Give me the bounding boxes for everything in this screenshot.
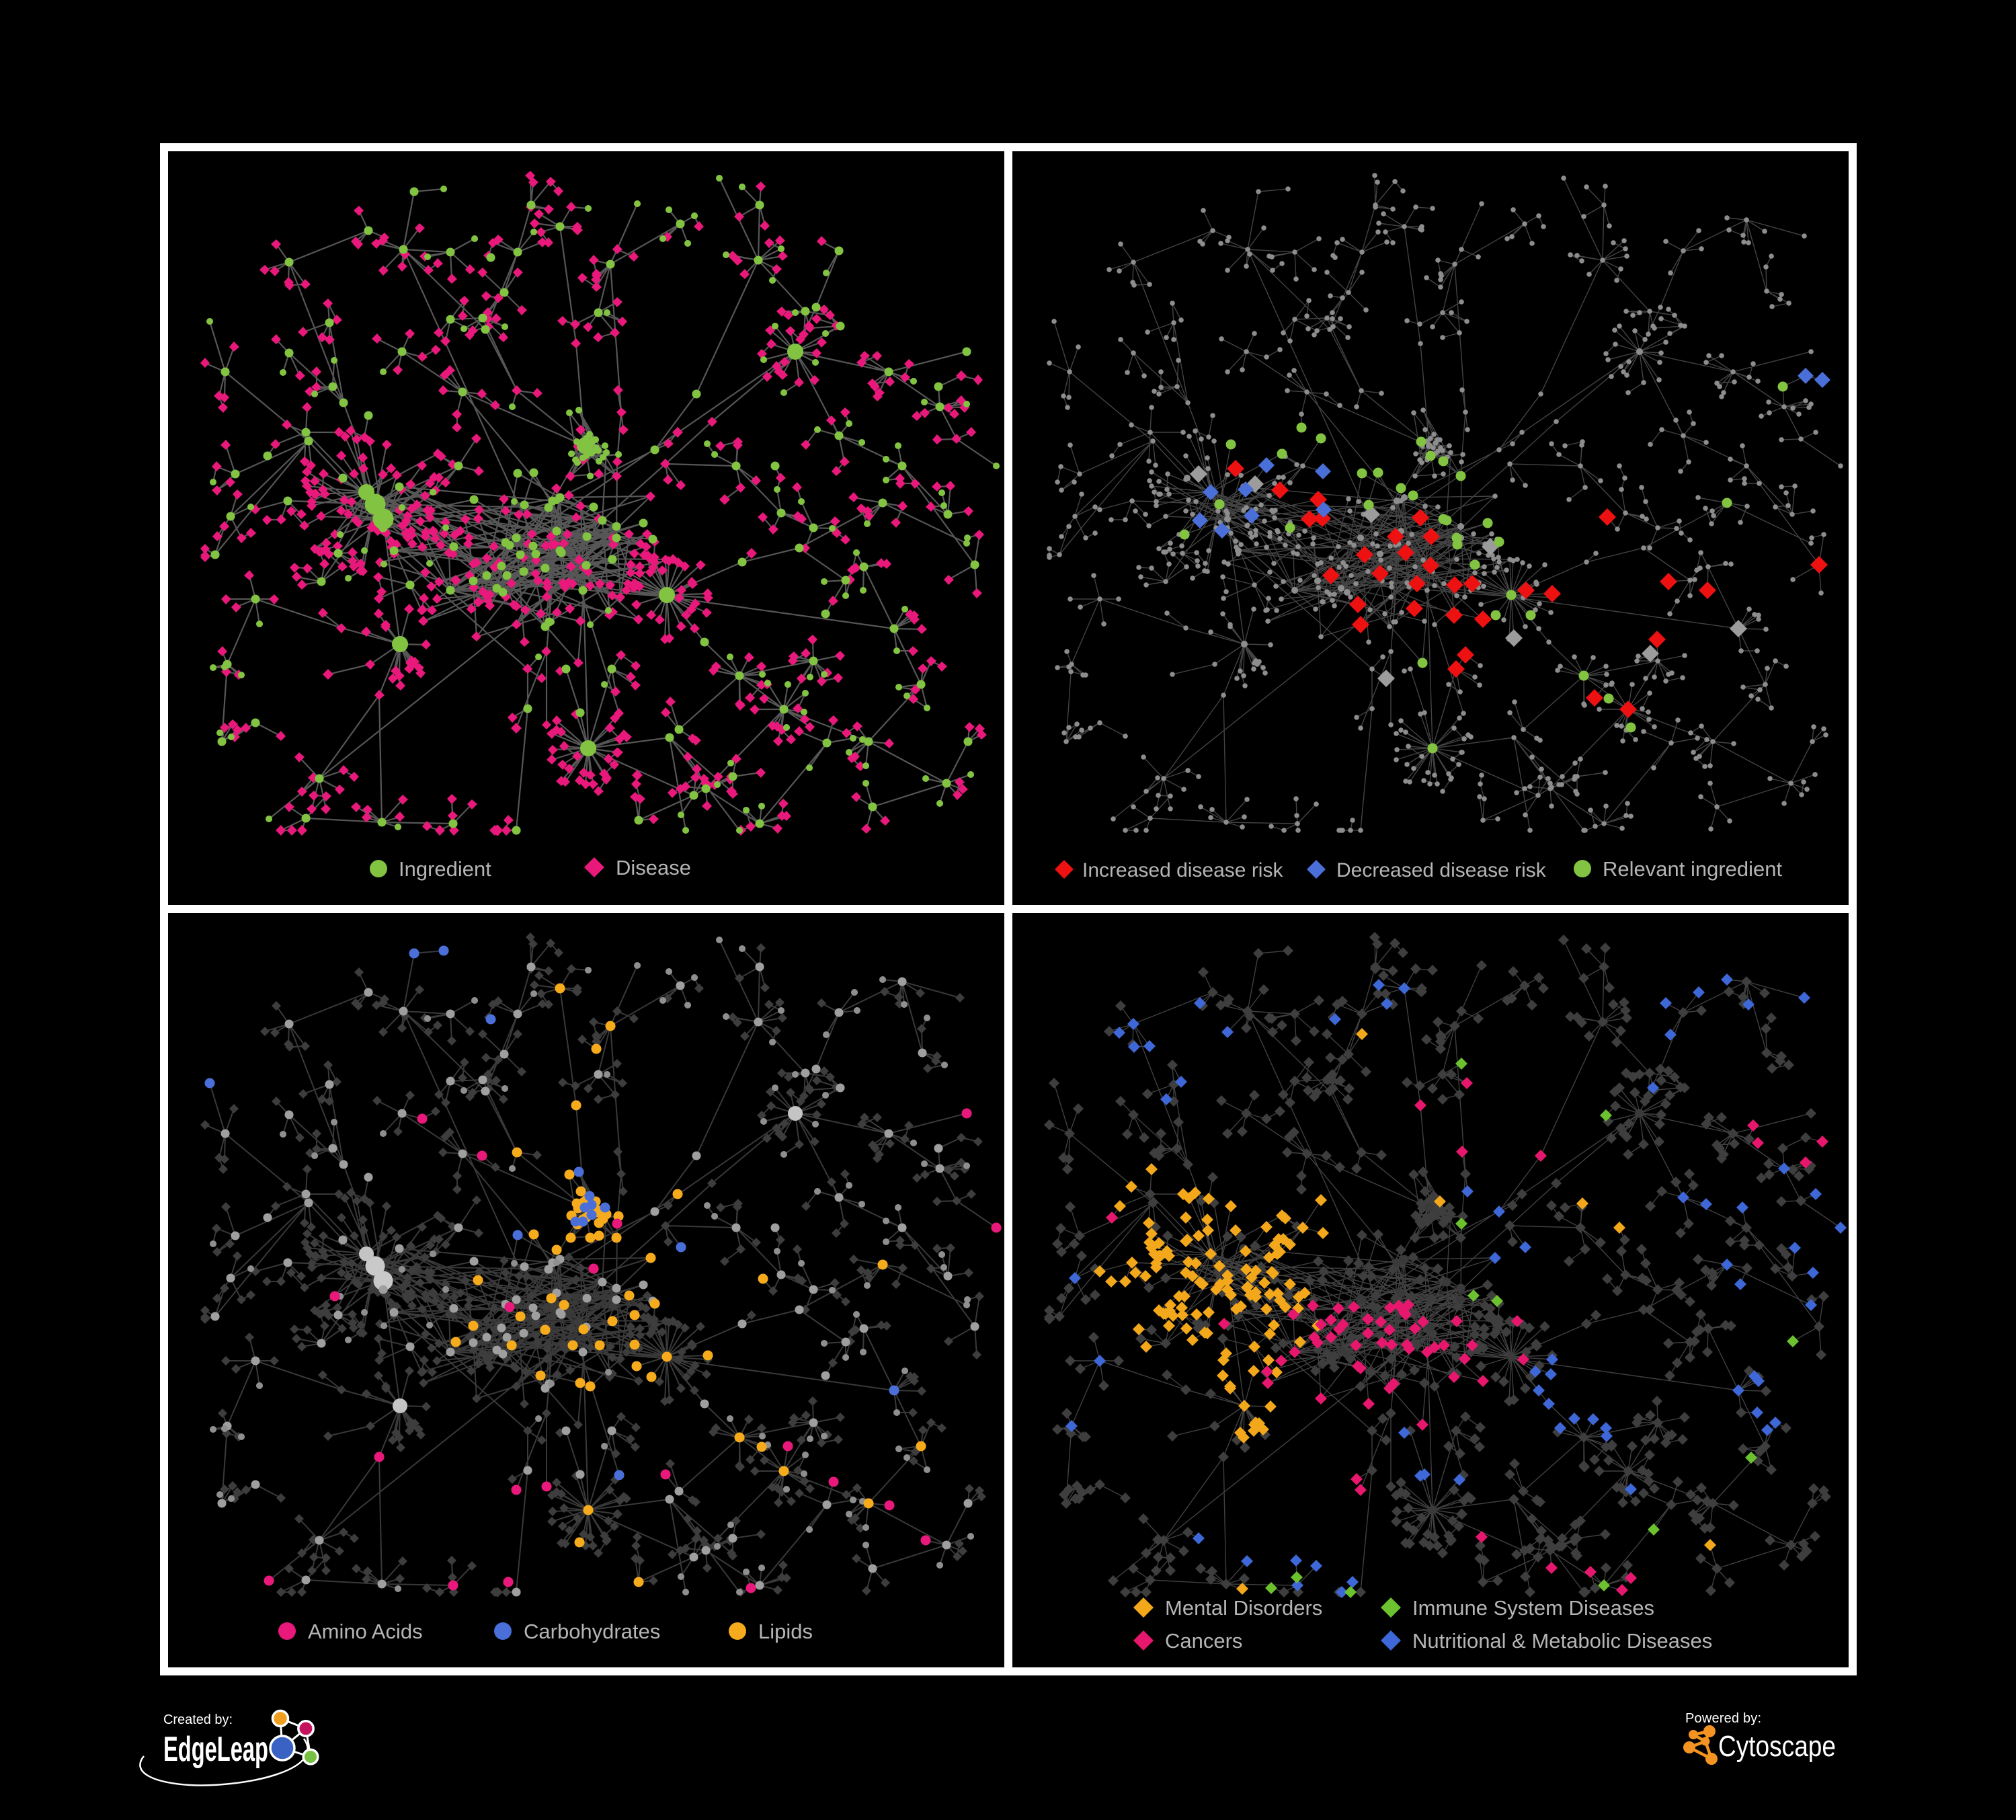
svg-text:Mental Disorders: Mental Disorders	[1165, 1596, 1322, 1620]
svg-text:Carbohydrates: Carbohydrates	[524, 1620, 660, 1643]
svg-text:Disease: Disease	[616, 856, 691, 879]
svg-text:Decreased disease risk: Decreased disease risk	[1336, 859, 1547, 881]
svg-text:Created by:: Created by:	[163, 1712, 233, 1727]
svg-text:Ingredient: Ingredient	[399, 857, 491, 881]
svg-text:Amino Acids: Amino Acids	[308, 1620, 423, 1643]
svg-text:Powered by:: Powered by:	[1685, 1711, 1761, 1726]
svg-text:Cytoscape: Cytoscape	[1718, 1730, 1836, 1763]
svg-text:Increased disease risk: Increased disease risk	[1082, 859, 1283, 881]
svg-text:Immune System Diseases: Immune System Diseases	[1412, 1596, 1654, 1620]
svg-text:Lipids: Lipids	[758, 1620, 813, 1643]
svg-text:EdgeLeap: EdgeLeap	[163, 1730, 268, 1769]
svg-text:Cancers: Cancers	[1165, 1629, 1242, 1653]
svg-text:Nutritional & Metabolic Diseas: Nutritional & Metabolic Diseases	[1412, 1629, 1712, 1653]
svg-text:Relevant ingredient: Relevant ingredient	[1603, 857, 1783, 881]
